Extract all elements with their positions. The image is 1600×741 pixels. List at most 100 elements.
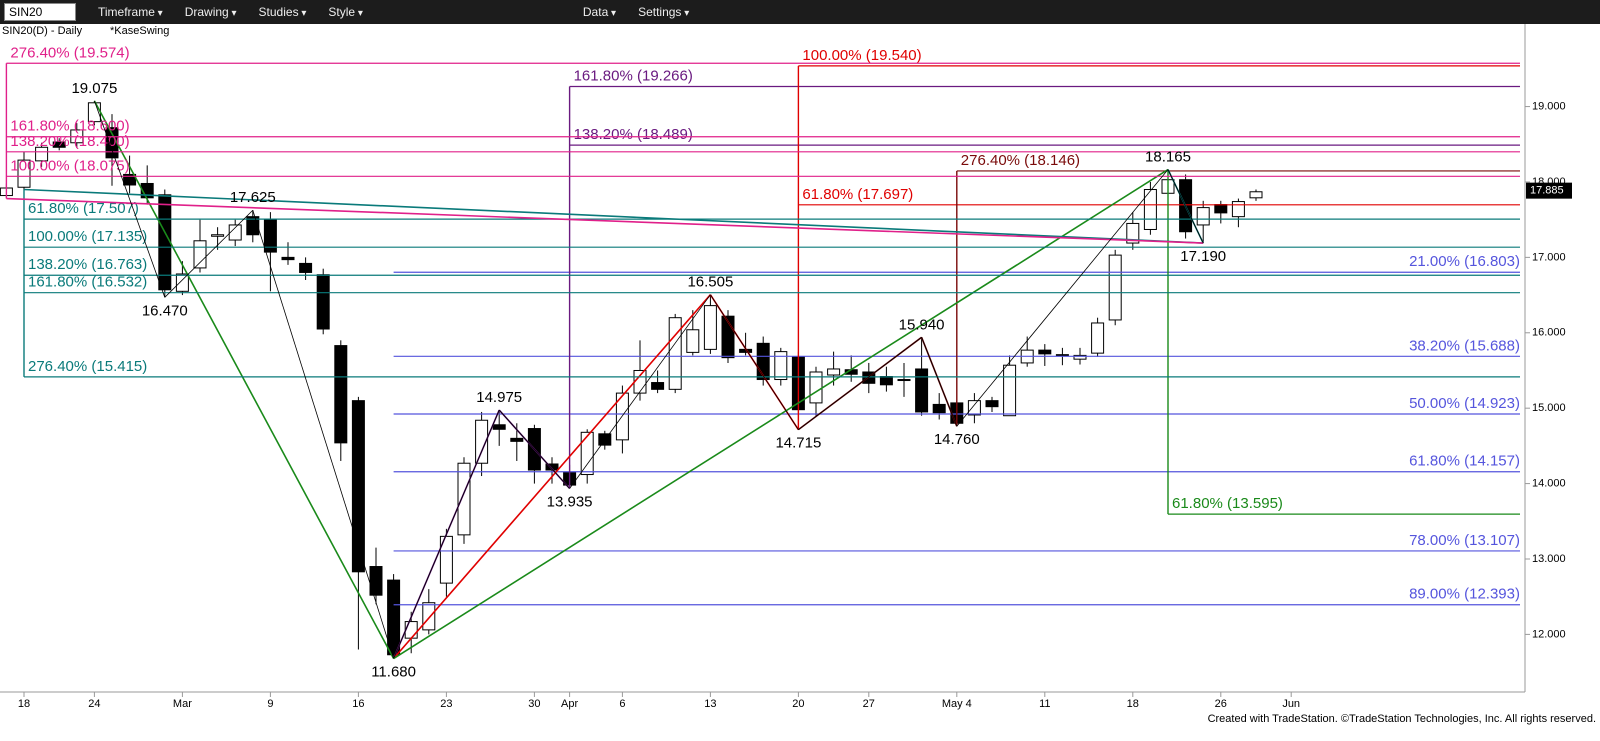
- fib-label: 100.00% (17.135): [28, 228, 147, 245]
- swing-leg: [393, 168, 1169, 660]
- swing-leg: [93, 100, 395, 659]
- x-tick-label: 6: [619, 698, 625, 710]
- fib-label: 61.80% (14.157): [1409, 453, 1520, 470]
- candle-body: [105, 127, 119, 159]
- candle-body: [228, 224, 242, 241]
- candle-body: [1073, 354, 1087, 360]
- study-name: *KaseSwing: [110, 25, 169, 37]
- x-tick-label: 20: [792, 698, 804, 710]
- candle-body: [211, 234, 225, 237]
- fib-label: 138.20% (18.489): [574, 126, 693, 143]
- fib-label: 38.20% (15.688): [1409, 337, 1520, 354]
- candle-body: [756, 342, 770, 381]
- swing-line: [252, 210, 394, 659]
- swing-line: [569, 294, 711, 489]
- candle-body: [1214, 204, 1228, 214]
- x-tick-label: 16: [352, 698, 364, 710]
- x-tick-label: Apr: [561, 698, 578, 710]
- toolbar-button[interactable]: Style: [328, 5, 363, 19]
- candle-body: [1038, 349, 1052, 355]
- toolbar-button[interactable]: Data: [583, 5, 616, 19]
- y-tick-label: 17.000: [1532, 251, 1566, 263]
- swing-leg: [6, 197, 1204, 244]
- x-tick-label: 18: [18, 698, 30, 710]
- candle-body: [1196, 207, 1210, 226]
- candle-body: [510, 437, 524, 442]
- swing-label: 19.075: [71, 80, 117, 97]
- candle-body: [457, 462, 471, 536]
- toolbar-button[interactable]: Drawing: [185, 5, 237, 19]
- swing-label: 13.935: [547, 493, 593, 510]
- candle-body: [651, 382, 665, 390]
- candle-body: [686, 329, 700, 353]
- fib-label: 276.40% (18.146): [961, 152, 1080, 169]
- candle-body: [404, 621, 418, 639]
- candle-body: [915, 368, 929, 413]
- y-tick-label: 16.000: [1532, 327, 1566, 339]
- candle-body: [492, 424, 506, 430]
- fib-label: 78.00% (13.107): [1409, 532, 1520, 549]
- candle-body: [281, 256, 295, 261]
- fib-label: 161.80% (18.600): [10, 118, 129, 135]
- swing-label: 11.680: [371, 663, 416, 680]
- swing-line: [393, 409, 500, 659]
- swing-line: [498, 409, 570, 489]
- swing-label: 16.505: [687, 274, 733, 291]
- swing-label: 14.715: [775, 435, 821, 452]
- toolbar-button[interactable]: Timeframe: [98, 5, 163, 19]
- fib-label: 138.20% (16.763): [28, 256, 147, 273]
- fib-label: 276.40% (15.415): [28, 358, 147, 375]
- candle-body: [35, 146, 49, 162]
- candle-body: [193, 240, 207, 269]
- toolbar-button[interactable]: Studies: [259, 5, 307, 19]
- candle-body: [123, 173, 137, 186]
- x-tick-label: 26: [1215, 698, 1227, 710]
- candle-body: [334, 345, 348, 444]
- toolbar-button[interactable]: Settings: [638, 5, 689, 19]
- candle-body: [52, 141, 66, 148]
- candle-body: [175, 273, 189, 292]
- candle-body: [932, 403, 946, 414]
- candle-body: [299, 262, 313, 273]
- x-tick-label: 27: [863, 698, 875, 710]
- swing-label: 14.975: [476, 389, 522, 406]
- y-tick-label: 13.000: [1532, 553, 1566, 565]
- candle-body: [985, 400, 999, 408]
- candle-body: [897, 379, 911, 382]
- candle-body: [967, 400, 981, 416]
- fib-label: 50.00% (14.923): [1409, 395, 1520, 412]
- candle-body: [633, 369, 647, 394]
- candle-body: [703, 305, 717, 350]
- swing-label: 16.470: [142, 302, 188, 319]
- candle-body: [1249, 191, 1263, 199]
- last-price-box: [1526, 182, 1572, 199]
- candle-body: [580, 431, 594, 476]
- candle-body: [1003, 364, 1017, 417]
- y-tick-label: 15.000: [1532, 402, 1566, 414]
- swing-line: [1167, 169, 1204, 244]
- candle-body: [439, 535, 453, 584]
- candle-body: [1091, 322, 1105, 354]
- fib-label: 161.80% (16.532): [28, 274, 147, 291]
- x-tick-label: 23: [440, 698, 452, 710]
- x-tick-label: Mar: [173, 698, 192, 710]
- swing-leg: [392, 294, 712, 660]
- candle-body: [369, 566, 383, 596]
- swing-leg: [23, 188, 1204, 244]
- candle-body: [1231, 201, 1245, 218]
- candle-body: [246, 216, 260, 236]
- swing-line: [956, 169, 1169, 427]
- fib-label: 61.80% (17.697): [802, 186, 913, 203]
- swing-label: 17.190: [1180, 248, 1226, 265]
- candle-body: [668, 317, 682, 390]
- y-tick-label: 14.000: [1532, 477, 1566, 489]
- candle-body: [475, 419, 489, 464]
- swing-line: [94, 100, 166, 298]
- fib-label: 61.80% (17.507): [28, 200, 139, 217]
- fib-label: 100.00% (19.540): [802, 47, 921, 64]
- candle-body: [879, 376, 893, 386]
- x-tick-label: 18: [1127, 698, 1139, 710]
- fib-label: 89.00% (12.393): [1409, 586, 1520, 603]
- symbol-box[interactable]: SIN20: [4, 3, 76, 21]
